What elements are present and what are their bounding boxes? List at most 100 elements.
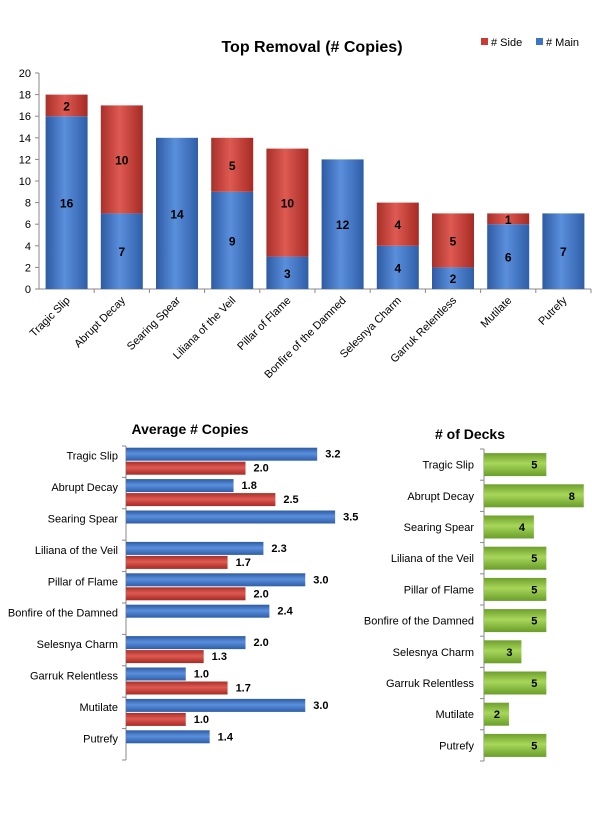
- bar-main: [126, 604, 270, 618]
- y-tick-label: 2: [25, 262, 31, 274]
- data-label-main: 2.0: [254, 637, 269, 649]
- data-label-side: 2: [63, 99, 70, 113]
- legend-swatch-side: [481, 38, 488, 45]
- bar-main: [376, 245, 419, 289]
- data-label-side: 1.7: [236, 683, 251, 695]
- data-label-main: 7: [118, 245, 125, 259]
- y-category-label: Putrefy: [439, 740, 474, 752]
- data-label-side: 2.0: [254, 463, 269, 475]
- x-category-label: Putrefy: [536, 294, 569, 327]
- y-tick-label: 12: [19, 154, 31, 166]
- legend-label-main: # Main: [546, 37, 579, 49]
- data-label-side: 1: [505, 213, 512, 227]
- bar-decks: [484, 733, 547, 757]
- chart2-plot: Tragic Slip 3.2 2.0 Abrupt Decay 1.8 2.5 Seari…: [8, 445, 358, 761]
- data-label-main: 6: [505, 251, 512, 265]
- bar-side: [211, 137, 254, 192]
- bar-main: [156, 137, 198, 289]
- x-category-label: Tragic Slip: [28, 295, 73, 340]
- x-category-label: Pillar of Flame: [235, 295, 293, 353]
- data-label-side: 1.7: [236, 557, 251, 569]
- bar-decks: [484, 515, 534, 539]
- bar-main: [126, 447, 318, 461]
- bar-side: [126, 493, 276, 507]
- y-category-label: Searing Spear: [48, 514, 119, 526]
- data-label-main: 3: [284, 267, 291, 281]
- data-label-decks: 5: [531, 460, 537, 472]
- bar-main: [321, 159, 364, 289]
- legend-swatch-main: [536, 38, 543, 45]
- y-tick-label: 10: [19, 176, 31, 188]
- bar-main: [100, 213, 143, 289]
- data-label-main: 12: [336, 218, 350, 232]
- data-label-main: 3.2: [325, 449, 340, 461]
- y-tick-label: 14: [19, 133, 31, 145]
- y-category-label: Mutilate: [79, 702, 118, 714]
- bar-main: [126, 730, 210, 744]
- bar-main: [432, 267, 474, 289]
- data-label-decks: 5: [531, 678, 537, 690]
- data-label-main: 9: [229, 234, 236, 248]
- chart1-legend: # Side # Main: [481, 37, 579, 49]
- y-category-label: Tragic Slip: [66, 451, 118, 463]
- chart3-title: # of Decks: [435, 426, 505, 442]
- bar-main: [126, 541, 264, 555]
- data-label-main: 2: [450, 272, 457, 286]
- y-tick-label: 8: [25, 198, 31, 210]
- bar-main: [126, 479, 234, 493]
- y-category-label: Tragic Slip: [422, 460, 474, 472]
- bar-side: [266, 148, 309, 257]
- data-label-decks: 5: [531, 584, 537, 596]
- bar-main: [126, 698, 306, 712]
- bar-decks: [484, 484, 584, 508]
- y-category-label: Mutilate: [435, 709, 474, 721]
- y-category-label: Bonfire of the Damned: [364, 616, 474, 628]
- bar-main: [126, 667, 186, 681]
- data-label-main: 1.0: [194, 669, 209, 681]
- data-label-side: 2.0: [254, 588, 269, 600]
- data-label-main: 1.4: [218, 731, 234, 743]
- data-label-side: 5: [450, 234, 457, 248]
- y-category-label: Abrupt Decay: [51, 482, 118, 494]
- data-label-decks: 5: [531, 616, 537, 628]
- y-category-label: Abrupt Decay: [407, 491, 474, 503]
- bar-side: [126, 650, 204, 664]
- data-label-main: 3.0: [313, 574, 328, 586]
- data-label-decks: 4: [519, 522, 526, 534]
- bar-side: [100, 105, 143, 214]
- data-label-main: 1.8: [242, 480, 257, 492]
- data-label-main: 7: [560, 245, 567, 259]
- bar-side: [126, 681, 228, 695]
- data-label-main: 16: [60, 197, 74, 211]
- data-label-decks: 3: [506, 647, 512, 659]
- bar-decks: [484, 640, 522, 664]
- bar-side: [45, 94, 88, 117]
- chart1-title: Top Removal (# Copies): [221, 39, 402, 56]
- y-category-label: Pillar of Flame: [404, 584, 474, 596]
- data-label-main: 3.0: [313, 700, 328, 712]
- bar-main: [266, 256, 309, 289]
- y-category-label: Liliana of the Veil: [35, 545, 118, 557]
- data-label-side: 1.3: [212, 651, 227, 663]
- bar-side: [126, 587, 246, 601]
- bar-main: [542, 213, 585, 289]
- bar-side: [126, 461, 246, 475]
- y-category-label: Searing Spear: [404, 522, 475, 534]
- bar-side: [432, 213, 474, 268]
- data-label-decks: 5: [531, 553, 537, 565]
- data-label-side: 2.5: [283, 494, 298, 506]
- bar-main: [126, 510, 336, 524]
- data-label-decks: 5: [531, 740, 537, 752]
- bar-side: [487, 213, 530, 225]
- bar-main: [487, 224, 530, 289]
- bar-main: [211, 191, 254, 289]
- y-category-label: Garruk Relentless: [30, 671, 119, 683]
- chart2-title: Average # Copies: [132, 421, 249, 437]
- y-category-label: Liliana of the Veil: [391, 553, 474, 565]
- y-tick-label: 16: [19, 111, 31, 123]
- data-label-main: 3.5: [343, 512, 358, 524]
- y-category-label: Bonfire of the Damned: [8, 608, 118, 620]
- x-category-label: Mutilate: [479, 295, 515, 331]
- y-category-label: Garruk Relentless: [386, 678, 475, 690]
- bar-main: [126, 636, 246, 650]
